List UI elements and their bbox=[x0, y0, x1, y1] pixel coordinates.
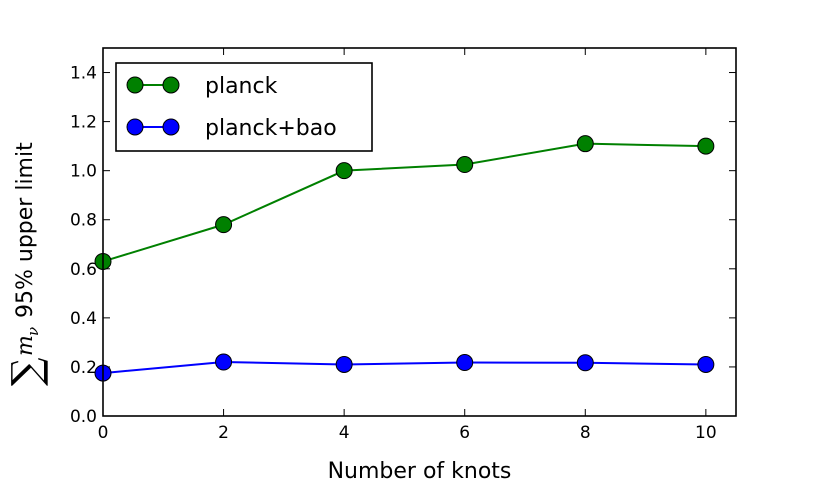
data-point-planck-bao bbox=[335, 355, 353, 373]
legend-label-planck-bao: planck+bao bbox=[205, 116, 337, 141]
series-layer bbox=[94, 135, 715, 382]
series-line-planck-bao bbox=[102, 361, 706, 375]
y-tick-label: 0.2 bbox=[70, 358, 97, 378]
data-point-planck-bao bbox=[576, 354, 594, 372]
data-point-planck bbox=[215, 216, 233, 234]
y-axis-label-variable: m bbox=[13, 335, 38, 356]
y-axis-label: ∑ m ν 95% upper limit bbox=[4, 142, 50, 386]
legend-marker-planck bbox=[126, 76, 144, 94]
y-axis-label-text: 95% upper limit bbox=[13, 142, 38, 318]
y-tick-label: 1.4 bbox=[70, 64, 97, 84]
x-tick-label: 0 bbox=[98, 423, 109, 443]
legend-label-planck: planck bbox=[205, 74, 278, 99]
data-point-planck-bao bbox=[697, 355, 715, 373]
legend-marker-planck-bao bbox=[162, 118, 180, 136]
data-point-planck bbox=[576, 135, 594, 153]
x-tick-label: 10 bbox=[695, 423, 717, 443]
y-axis-label-sum: ∑ bbox=[4, 357, 50, 386]
data-point-planck bbox=[456, 156, 474, 174]
x-tick-label: 2 bbox=[218, 423, 229, 443]
data-point-planck-bao bbox=[215, 353, 233, 371]
legend: planck planck+bao bbox=[115, 62, 373, 152]
y-tick-label: 0.0 bbox=[70, 407, 97, 427]
legend-box bbox=[115, 62, 373, 152]
y-tick-label: 1.0 bbox=[70, 162, 97, 182]
x-tick-label: 8 bbox=[580, 423, 591, 443]
legend-marker-planck bbox=[162, 76, 180, 94]
y-tick-label: 0.8 bbox=[70, 211, 97, 231]
x-tick-label: 6 bbox=[459, 423, 470, 443]
y-tick-label: 0.6 bbox=[70, 260, 97, 280]
data-point-planck bbox=[335, 162, 353, 180]
x-axis-label: Number of knots bbox=[328, 459, 512, 484]
x-tick-label: 4 bbox=[339, 423, 350, 443]
y-axis-label-subscript: ν bbox=[24, 327, 42, 336]
plot-frame bbox=[102, 47, 737, 417]
series-line-planck bbox=[102, 142, 706, 263]
data-point-planck-bao bbox=[456, 354, 474, 372]
y-tick-label: 0.4 bbox=[70, 309, 97, 329]
y-tick-label: 1.2 bbox=[70, 113, 97, 133]
data-point-planck bbox=[697, 137, 715, 155]
legend-marker-planck-bao bbox=[126, 118, 144, 136]
